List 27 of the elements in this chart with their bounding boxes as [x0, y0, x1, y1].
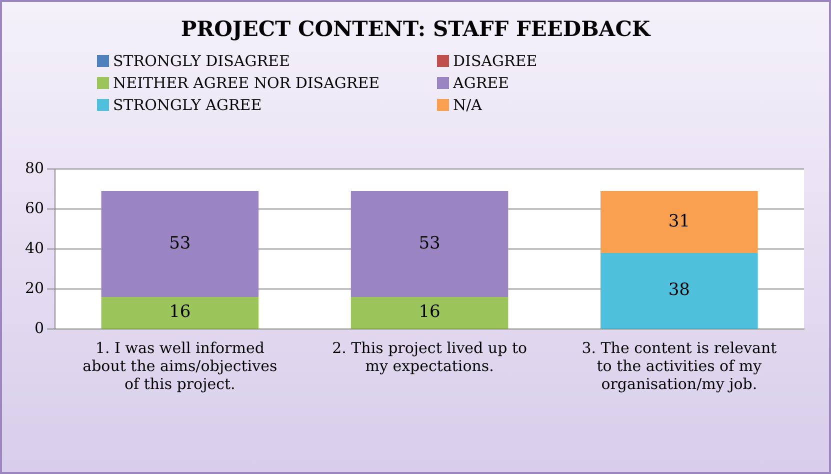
legend-label: N/A [453, 96, 482, 114]
data-label: 53 [169, 233, 191, 254]
bar [101, 297, 259, 328]
y-tick-label: 80 [24, 158, 44, 177]
x-tick-label: 3. The content is relevant to the activities of my organisation/my job. [582, 338, 777, 393]
bar [350, 297, 508, 328]
x-tick-label: 1. I was well informed about the aims/objectives of this project. [82, 338, 278, 393]
data-label: 53 [418, 233, 440, 254]
legend-label: DISAGREE [453, 52, 538, 70]
legend-label: STRONGLY DISAGREE [113, 52, 290, 70]
bar [350, 191, 508, 297]
y-tick-label: 20 [24, 278, 44, 297]
data-label: 16 [169, 302, 191, 322]
data-label: 31 [668, 211, 690, 232]
bar [101, 191, 259, 297]
bar [600, 191, 758, 253]
y-tick-label: 0 [34, 318, 44, 337]
chart-title: PROJECT CONTENT: STAFF FEEDBACK [180, 16, 652, 41]
x-tick-label: 2. This project lived up to my expectations. [332, 338, 528, 375]
legend-label: STRONGLY AGREE [113, 96, 262, 114]
y-tick-label: 60 [24, 198, 44, 217]
legend-label: NEITHER AGREE NOR DISAGREE [113, 74, 380, 92]
legend-label: AGREE [453, 74, 510, 92]
y-tick-label: 40 [24, 238, 44, 257]
data-label: 16 [418, 302, 440, 322]
data-label: 38 [668, 280, 690, 300]
bar [600, 253, 758, 328]
